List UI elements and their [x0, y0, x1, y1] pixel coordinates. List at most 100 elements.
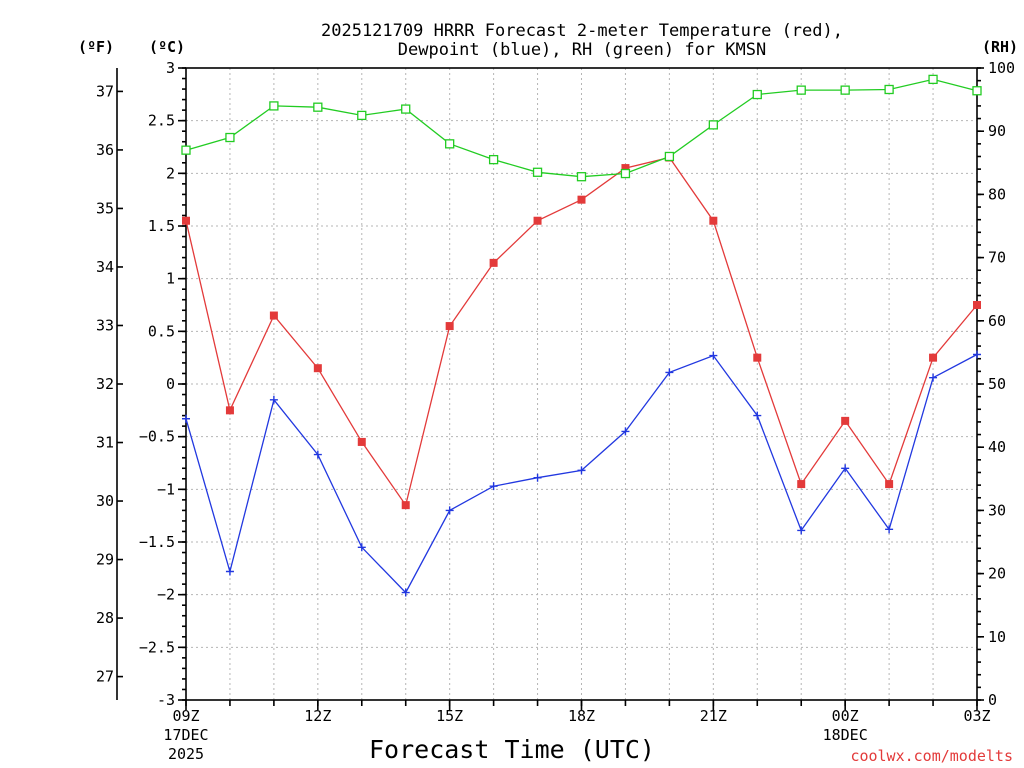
rh-tick-label: 40 [988, 438, 1006, 456]
temperature-point [841, 416, 850, 425]
fahrenheit-tick-label: 32 [96, 375, 114, 393]
rh-point [928, 74, 938, 85]
dewpoint-point [357, 543, 366, 552]
axes [116, 67, 984, 710]
rh-tick-label: 0 [988, 691, 997, 709]
rh-point [708, 120, 718, 130]
dewpoint-point [577, 466, 586, 475]
fahrenheit-tick-label: 28 [96, 609, 114, 627]
dewpoint-point [533, 473, 542, 482]
x-tick-label: 09Z [172, 707, 199, 725]
celsius-unit-label: (ºC) [149, 38, 185, 56]
rh-tick-label: 80 [988, 185, 1006, 203]
rh-point [576, 172, 587, 182]
rh-tick-label: 20 [988, 565, 1006, 583]
rh-point [313, 102, 323, 112]
dewpoint-point [665, 368, 674, 377]
dewpoint-point [709, 351, 718, 360]
rh-tick-label: 30 [988, 501, 1006, 519]
dewpoint-point [225, 567, 234, 576]
fahrenheit-tick-label: 34 [96, 258, 114, 276]
temperature-point [885, 480, 894, 489]
dewpoint-point [797, 526, 806, 535]
celsius-tick-label: 2 [166, 164, 175, 182]
fahrenheit-tick-label: 29 [96, 551, 114, 569]
dewpoint-point [973, 350, 981, 359]
fahrenheit-unit-label: (ºF) [78, 38, 114, 56]
dewpoint-point [269, 395, 278, 404]
x-tick-label: 18Z [568, 707, 595, 725]
dewpoint-point [753, 411, 762, 420]
x-tick-label: 21Z [700, 707, 727, 725]
rh-point [884, 84, 894, 95]
x-date-label: 18DEC [823, 726, 868, 744]
rh-point [620, 168, 631, 179]
fahrenheit-tick-label: 27 [96, 668, 114, 686]
dewpoint-point [885, 525, 894, 534]
rh-point [664, 151, 675, 162]
celsius-tick-label: 2.5 [148, 112, 175, 130]
temperature-point [533, 216, 542, 225]
x-axis-label: Forecast Time (UTC) [369, 735, 655, 764]
x-tick-label: 15Z [436, 707, 463, 725]
chart-title-line1: 2025121709 HRRR Forecast 2-meter Tempera… [321, 21, 843, 41]
rh-tick-label: 10 [988, 628, 1006, 646]
dewpoint-point [489, 482, 498, 491]
rh-point [401, 104, 411, 114]
fahrenheit-tick-label: 33 [96, 316, 114, 334]
dewpoint-point [182, 414, 190, 423]
temperature-point [489, 258, 498, 267]
celsius-tick-label: −0.5 [139, 428, 175, 446]
temperature-point [225, 406, 234, 415]
rh-point [445, 139, 455, 149]
temperature-point [269, 311, 278, 320]
rh-point [181, 145, 191, 155]
credit-text: coolwx.com/modelts [850, 747, 1013, 765]
grid [186, 68, 977, 700]
temperature-point [445, 322, 454, 331]
rh-tick-label: 70 [988, 249, 1006, 267]
x-date-label: 17DEC [163, 726, 208, 744]
celsius-tick-label: 1 [166, 270, 175, 288]
rh-tick-label: 60 [988, 312, 1006, 330]
dewpoint-point [841, 464, 850, 473]
rh-point [269, 101, 279, 111]
celsius-tick-label: 0.5 [148, 322, 175, 340]
fahrenheit-tick-label: 31 [96, 434, 114, 452]
rh-point [840, 85, 850, 95]
x-tick-label: 00Z [832, 707, 859, 725]
fahrenheit-tick-label: 36 [96, 141, 114, 159]
temperature-point [313, 364, 322, 373]
tick-labels: -3 −2.5 −2 −1.5 −1 −0.5 0 0.5 1 1.5 2 2.5 3 27 28 29 30 3… [96, 59, 1015, 763]
rh-tick-label: 100 [988, 59, 1015, 77]
dewpoint-point [445, 506, 454, 515]
rh-point [752, 89, 762, 100]
rh-point [488, 154, 499, 165]
rh-point [357, 110, 367, 121]
celsius-tick-label: 3 [166, 59, 175, 77]
data-series [181, 74, 982, 597]
celsius-tick-label: 1.5 [148, 217, 175, 235]
celsius-tick-label: −1 [157, 480, 175, 498]
temperature-point [709, 216, 718, 225]
temperature-point [753, 353, 762, 362]
temperature-point [797, 480, 806, 489]
fahrenheit-tick-label: 37 [96, 82, 114, 100]
rh-point [972, 86, 982, 96]
dewpoint-point [313, 450, 322, 459]
celsius-tick-label: -3 [157, 691, 175, 709]
dewpoint-point [929, 373, 938, 382]
temperature-point [577, 195, 586, 204]
celsius-tick-label: −2 [157, 586, 175, 604]
temperature-point [182, 216, 190, 225]
temperature-point [929, 353, 938, 362]
rh-point [532, 167, 543, 177]
dewpoint-point [621, 427, 630, 436]
rh-point [225, 132, 235, 143]
x-tick-label: 12Z [304, 707, 331, 725]
chart-title-line2: Dewpoint (blue), RH (green) for KMSN [398, 40, 766, 60]
x-year-label: 2025 [168, 745, 204, 763]
temperature-point [973, 301, 981, 309]
rh-tick-label: 50 [988, 375, 1006, 393]
